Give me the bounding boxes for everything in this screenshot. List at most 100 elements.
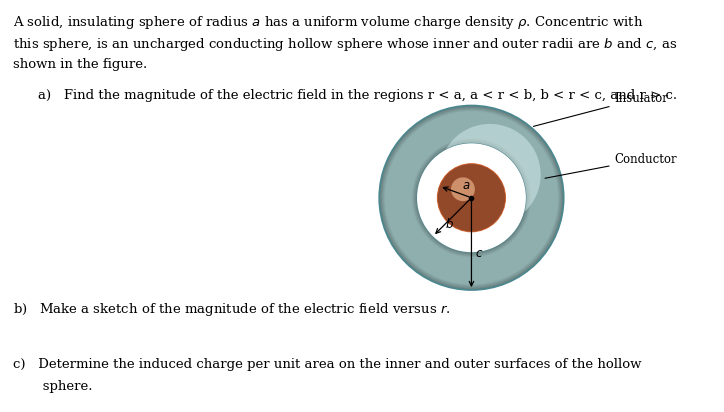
Circle shape	[470, 197, 473, 199]
Circle shape	[417, 143, 526, 252]
Circle shape	[392, 119, 550, 276]
Circle shape	[440, 166, 502, 229]
Text: c)   Determine the induced charge per unit area on the inner and outer surfaces : c) Determine the induced charge per unit…	[13, 358, 641, 372]
Circle shape	[437, 164, 505, 232]
Circle shape	[380, 107, 563, 289]
Circle shape	[395, 122, 547, 274]
Circle shape	[412, 138, 531, 258]
Text: $b$: $b$	[445, 217, 454, 231]
Text: shown in the figure.: shown in the figure.	[13, 58, 147, 71]
Circle shape	[467, 194, 476, 202]
Circle shape	[391, 117, 552, 279]
Circle shape	[389, 115, 554, 281]
Circle shape	[466, 192, 477, 204]
Circle shape	[390, 117, 553, 279]
Circle shape	[417, 143, 526, 252]
Circle shape	[437, 164, 505, 232]
Circle shape	[392, 118, 552, 278]
Circle shape	[439, 124, 541, 225]
Text: $c$: $c$	[475, 247, 484, 260]
Circle shape	[395, 121, 548, 275]
Circle shape	[404, 131, 539, 265]
Circle shape	[451, 177, 475, 201]
Circle shape	[397, 124, 546, 272]
Circle shape	[394, 120, 549, 275]
Circle shape	[439, 165, 504, 230]
Circle shape	[446, 172, 497, 223]
Circle shape	[411, 137, 532, 259]
Circle shape	[458, 184, 486, 212]
Circle shape	[416, 143, 526, 253]
Circle shape	[405, 131, 538, 265]
Circle shape	[461, 188, 481, 208]
Circle shape	[386, 112, 557, 283]
Circle shape	[463, 189, 480, 206]
Circle shape	[380, 106, 563, 289]
Circle shape	[443, 169, 500, 226]
Circle shape	[384, 110, 559, 285]
Text: b)   Make a sketch of the magnitude of the electric field versus $r$.: b) Make a sketch of the magnitude of the…	[13, 301, 450, 318]
Circle shape	[409, 136, 534, 260]
Circle shape	[414, 141, 529, 255]
Circle shape	[408, 134, 535, 261]
Circle shape	[452, 178, 492, 218]
Circle shape	[453, 179, 490, 216]
Circle shape	[397, 123, 547, 273]
Circle shape	[447, 173, 496, 222]
Circle shape	[413, 140, 530, 256]
Circle shape	[403, 129, 540, 266]
Circle shape	[416, 142, 527, 253]
Circle shape	[445, 171, 498, 225]
Circle shape	[410, 136, 533, 259]
Circle shape	[408, 135, 534, 260]
Circle shape	[386, 112, 557, 283]
Circle shape	[382, 109, 560, 287]
Circle shape	[403, 130, 539, 266]
Circle shape	[390, 116, 553, 280]
Circle shape	[407, 133, 536, 262]
Circle shape	[402, 128, 542, 267]
Circle shape	[388, 115, 555, 281]
Circle shape	[398, 125, 544, 271]
Circle shape	[397, 124, 545, 272]
Text: A solid, insulating sphere of radius $a$ has a uniform volume charge density $\r: A solid, insulating sphere of radius $a$…	[13, 14, 644, 31]
Circle shape	[450, 176, 493, 219]
Circle shape	[401, 127, 542, 268]
Circle shape	[460, 186, 483, 209]
Circle shape	[393, 119, 550, 276]
Text: Conductor: Conductor	[545, 152, 677, 178]
Circle shape	[468, 195, 474, 201]
Circle shape	[464, 191, 479, 205]
Circle shape	[403, 129, 541, 267]
Text: Insulator: Insulator	[534, 91, 668, 126]
Circle shape	[400, 126, 542, 269]
Text: $a$: $a$	[462, 179, 470, 192]
Circle shape	[379, 105, 564, 290]
Circle shape	[439, 124, 541, 225]
Circle shape	[406, 132, 536, 263]
Circle shape	[383, 109, 560, 286]
Circle shape	[382, 108, 561, 288]
Circle shape	[381, 108, 562, 288]
Circle shape	[456, 182, 487, 213]
Text: a)   Find the magnitude of the electric field in the regions r < a, a < r < b, b: a) Find the magnitude of the electric fi…	[38, 89, 677, 102]
Circle shape	[387, 113, 556, 282]
Circle shape	[415, 141, 528, 254]
Circle shape	[400, 126, 543, 269]
Circle shape	[413, 139, 531, 257]
Text: sphere.: sphere.	[13, 380, 93, 393]
Circle shape	[385, 111, 558, 284]
Circle shape	[384, 110, 559, 286]
Circle shape	[417, 143, 526, 252]
Circle shape	[411, 138, 531, 258]
Circle shape	[405, 132, 537, 264]
Circle shape	[396, 122, 547, 273]
Circle shape	[387, 114, 555, 282]
Circle shape	[442, 168, 501, 227]
Circle shape	[399, 125, 544, 270]
Circle shape	[414, 140, 529, 255]
Circle shape	[449, 175, 494, 220]
Circle shape	[392, 118, 551, 277]
Text: this sphere, is an uncharged conducting hollow sphere whose inner and outer radi: this sphere, is an uncharged conducting …	[13, 36, 677, 53]
Circle shape	[408, 134, 536, 262]
